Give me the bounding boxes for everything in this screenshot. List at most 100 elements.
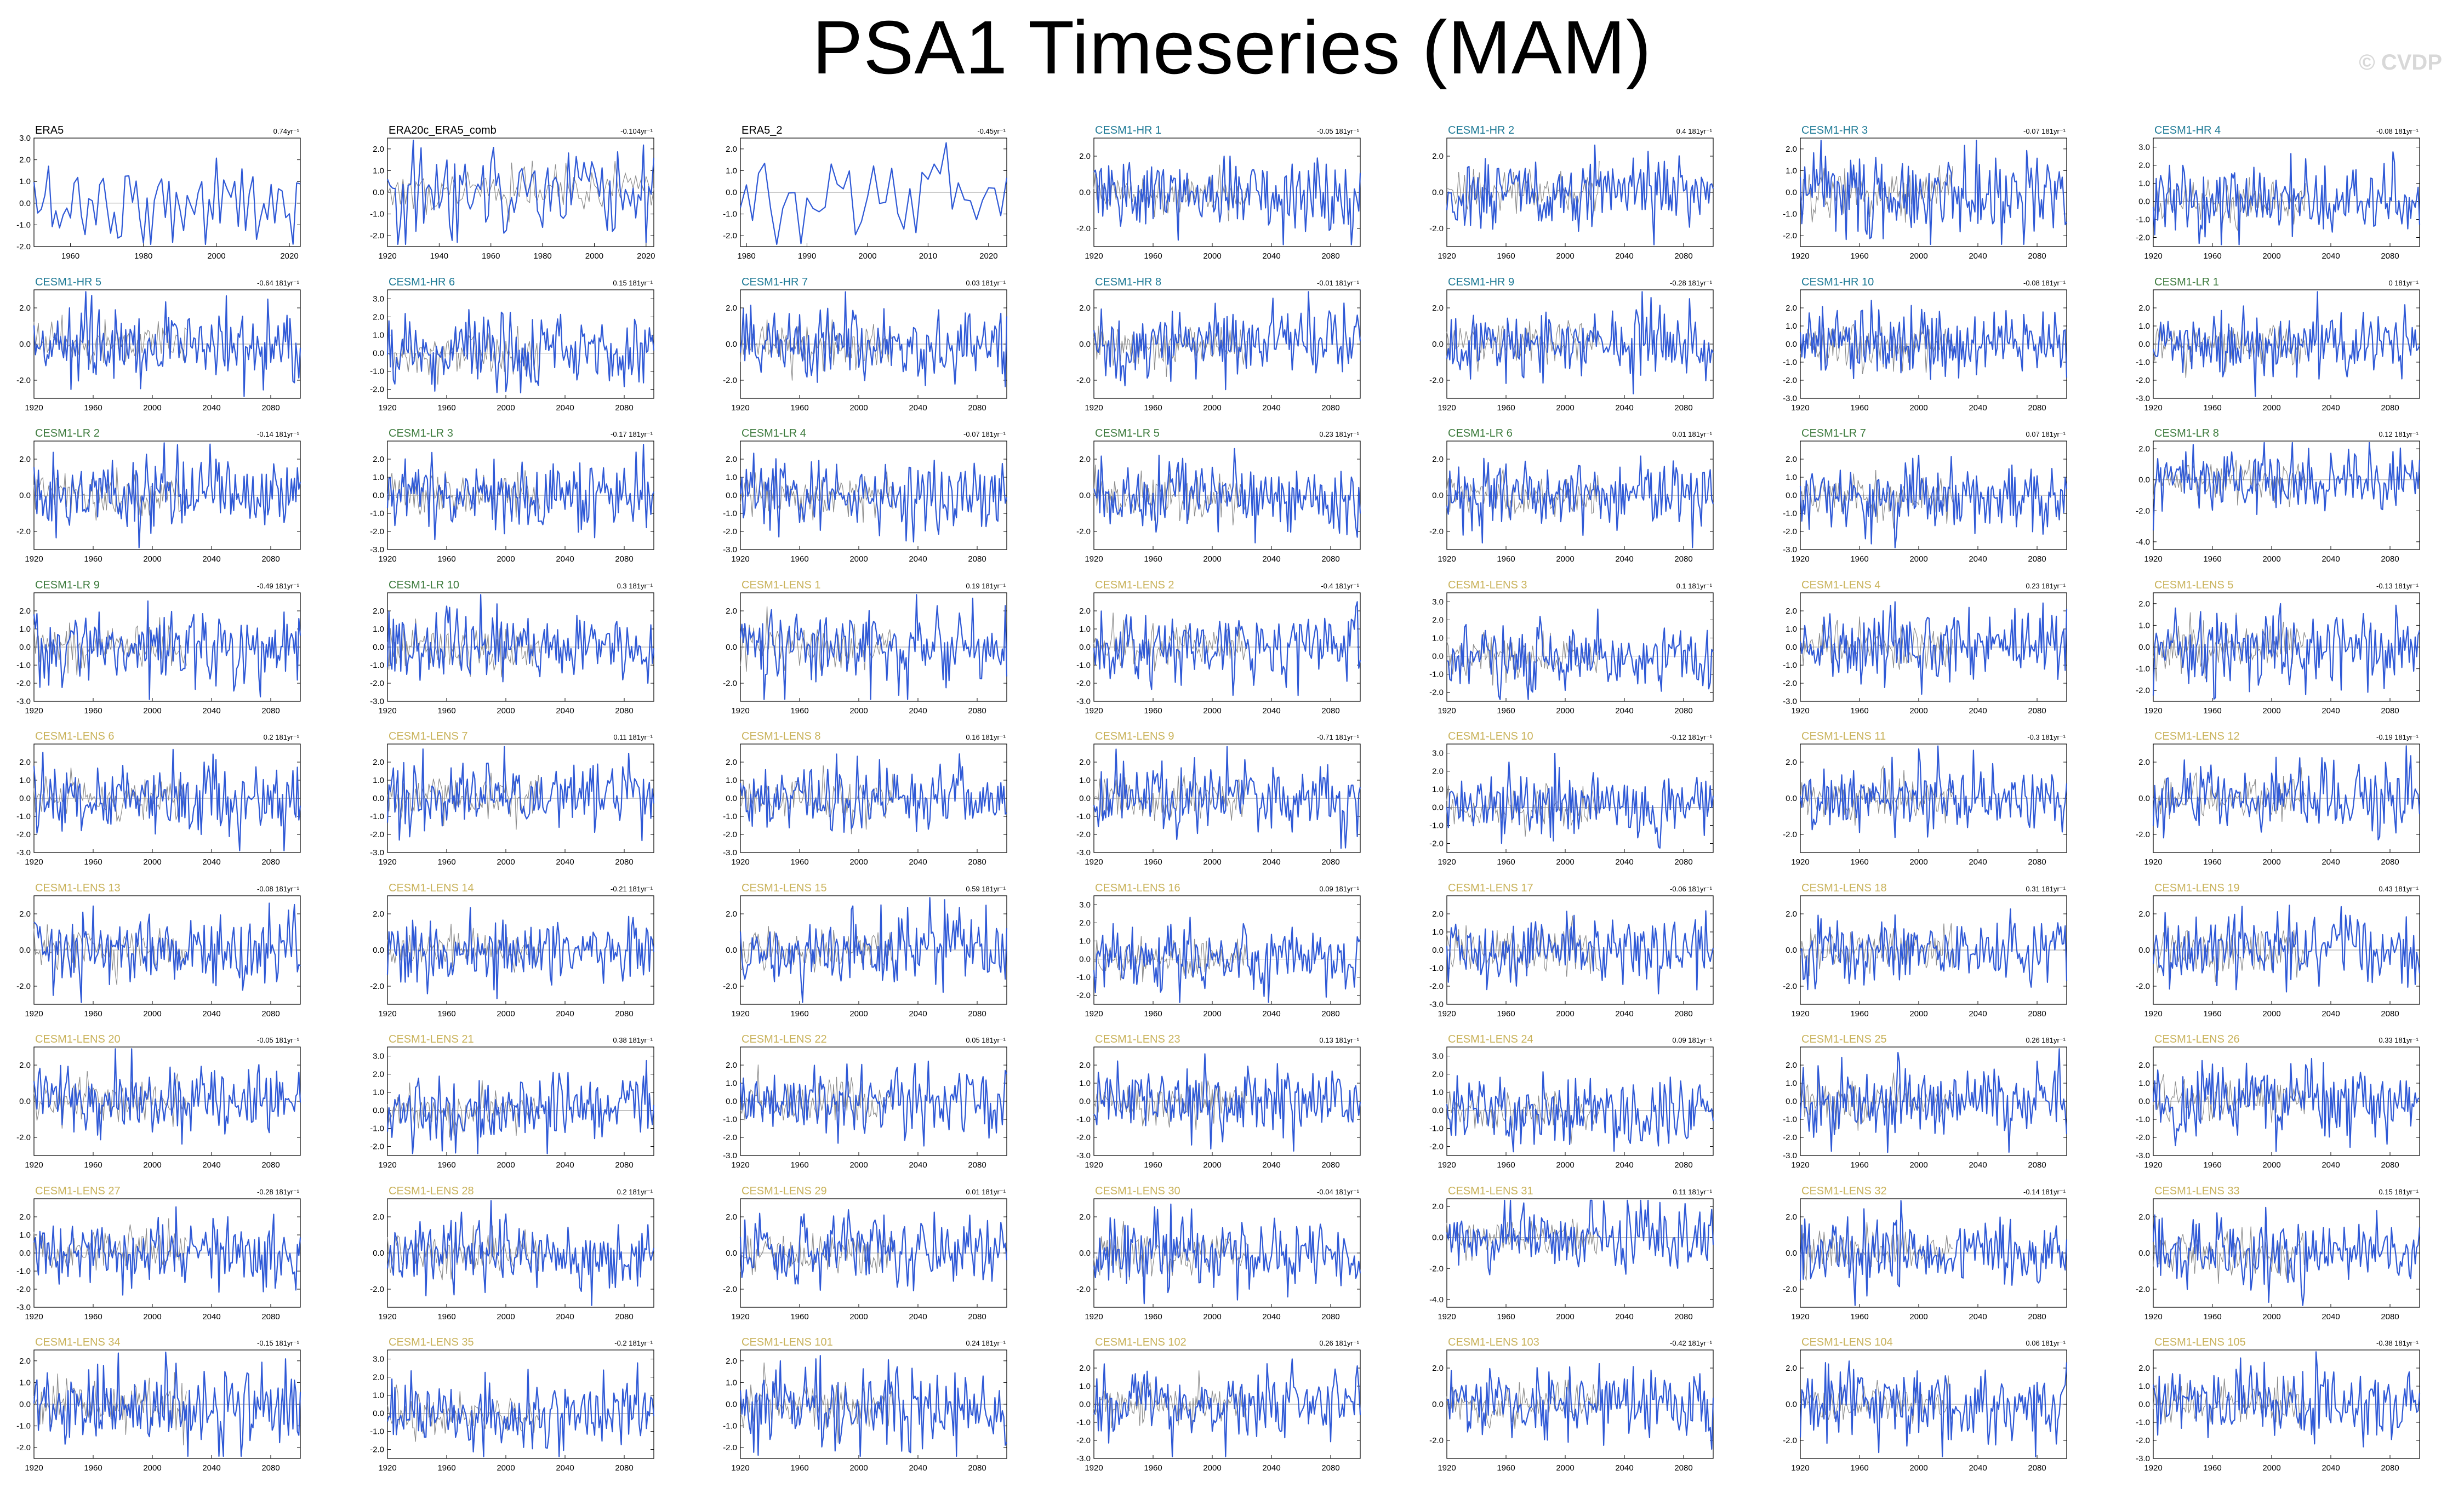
x-tick-label: 1920 bbox=[1085, 706, 1103, 716]
x-tick-label: 1960 bbox=[84, 403, 102, 413]
y-tick-label: 2.0 bbox=[2138, 758, 2150, 767]
series-line bbox=[1093, 746, 1361, 849]
y-tick-label: 2.0 bbox=[373, 758, 384, 767]
x-tick-label: 2000 bbox=[858, 251, 876, 261]
x-tick-label: 1920 bbox=[731, 1463, 749, 1473]
series-line bbox=[1446, 455, 1714, 548]
y-tick-label: -3.0 bbox=[370, 848, 384, 857]
x-tick-label: 1960 bbox=[1850, 706, 1868, 716]
y-tick-label: -1.0 bbox=[16, 1422, 31, 1431]
x-tick-label: 2000 bbox=[1909, 403, 1927, 413]
y-tick-label: -2.0 bbox=[1429, 527, 1444, 536]
watermark: © CVDP bbox=[2359, 50, 2442, 75]
y-tick-label: 0.0 bbox=[2138, 643, 2150, 652]
panel-title: CESM1-LENS 15 bbox=[742, 882, 827, 894]
panel-title: CESM1-LENS 23 bbox=[1095, 1033, 1180, 1045]
y-tick-label: 2.0 bbox=[19, 1061, 31, 1070]
y-tick-label: -2.0 bbox=[2136, 1133, 2150, 1142]
y-tick-label: 1.0 bbox=[373, 166, 384, 175]
panel-title: CESM1-LENS 20 bbox=[35, 1033, 121, 1045]
y-tick-label: 0.0 bbox=[373, 1249, 384, 1258]
panel-cesm1-hr-7: CESM1-HR 7 0.03 181yr⁻¹ 2.0 0.0 -2.0 1920 1960… bbox=[723, 276, 1008, 413]
y-tick-label: 1.0 bbox=[726, 1378, 737, 1387]
y-tick-label: 0.0 bbox=[19, 1249, 31, 1258]
y-tick-label: 3.0 bbox=[373, 1355, 384, 1364]
y-tick-label: 2.0 bbox=[2138, 1061, 2150, 1070]
y-tick-label: -2.0 bbox=[1783, 982, 1797, 991]
trend-label: 0.07 181yr⁻¹ bbox=[2026, 430, 2066, 438]
x-tick-label: 1960 bbox=[2203, 1160, 2221, 1170]
reference-series bbox=[1800, 923, 1953, 976]
panel-cesm1-lens-13: CESM1-LENS 13 -0.08 181yr⁻¹ 2.0 0.0 -2.0 1920… bbox=[16, 882, 301, 1019]
x-tick-label: 2040 bbox=[1262, 554, 1280, 564]
series-line bbox=[2152, 291, 2421, 397]
x-tick-label: 1920 bbox=[1438, 1312, 1456, 1321]
y-tick-label: 0.0 bbox=[726, 946, 737, 955]
panel-title: CESM1-LENS 21 bbox=[389, 1033, 474, 1045]
panel-cesm1-lens-104: CESM1-LENS 104 0.06 181yr⁻¹ 2.0 0.0 -2.0 1920… bbox=[1783, 1336, 2068, 1473]
x-tick-label: 1960 bbox=[2203, 251, 2221, 261]
panel-title: CESM1-HR 10 bbox=[1801, 276, 1874, 288]
x-tick-label: 2000 bbox=[2262, 403, 2280, 413]
x-tick-label: 2040 bbox=[202, 857, 220, 867]
x-tick-label: 1960 bbox=[1850, 1463, 1868, 1473]
trend-label: 0.03 181yr⁻¹ bbox=[966, 279, 1006, 287]
x-tick-label: 2080 bbox=[1674, 857, 1692, 867]
panel-cesm1-lens-19: CESM1-LENS 19 0.43 181yr⁻¹ 2.0 0.0 -2.0 1920 1… bbox=[2136, 882, 2421, 1019]
panel-title: CESM1-LR 6 bbox=[1448, 427, 1513, 439]
x-tick-label: 1920 bbox=[1085, 403, 1103, 413]
x-tick-label: 1920 bbox=[2144, 857, 2162, 867]
x-tick-label: 2080 bbox=[261, 403, 280, 413]
series-line bbox=[1446, 608, 1714, 700]
x-tick-label: 2000 bbox=[585, 251, 603, 261]
y-tick-label: -2.0 bbox=[1783, 376, 1797, 385]
x-tick-label: 1920 bbox=[1438, 1463, 1456, 1473]
x-tick-label: 2080 bbox=[615, 1160, 633, 1170]
y-tick-label: -4.0 bbox=[2136, 537, 2150, 547]
y-tick-label: -2.0 bbox=[1429, 1436, 1444, 1445]
panel-title: CESM1-LENS 9 bbox=[1095, 730, 1174, 742]
y-tick-label: 2.0 bbox=[726, 1212, 737, 1222]
y-tick-label: -1.0 bbox=[723, 210, 737, 219]
trend-label: -0.14 181yr⁻¹ bbox=[257, 430, 300, 438]
x-tick-label: 2000 bbox=[143, 1463, 161, 1473]
plot-frame bbox=[2153, 138, 2420, 247]
y-tick-label: 1.0 bbox=[726, 776, 737, 785]
y-tick-label: -2.0 bbox=[1429, 839, 1444, 849]
panel-title: CESM1-LENS 28 bbox=[389, 1185, 474, 1197]
y-tick-label: -2.0 bbox=[2136, 686, 2150, 695]
x-tick-label: 2000 bbox=[1909, 1463, 1927, 1473]
y-tick-label: 2.0 bbox=[373, 1070, 384, 1079]
y-tick-label: -1.0 bbox=[723, 1422, 737, 1431]
panel-cesm1-lens-10: CESM1-LENS 10 -0.12 181yr⁻¹ 3.0 2.0 1.0 0.0 -1… bbox=[1429, 730, 1714, 867]
y-tick-label: -2.0 bbox=[723, 982, 737, 991]
series-line bbox=[386, 1362, 655, 1457]
x-tick-label: 2080 bbox=[615, 554, 633, 564]
panel-title: CESM1-LENS 104 bbox=[1801, 1336, 1893, 1348]
trend-label: 0.2 181yr⁻¹ bbox=[264, 733, 300, 741]
y-tick-label: -2.0 bbox=[370, 1285, 384, 1294]
x-tick-label: 2000 bbox=[1203, 1009, 1221, 1019]
x-tick-label: 1960 bbox=[790, 1160, 808, 1170]
trend-label: 0.38 181yr⁻¹ bbox=[613, 1036, 653, 1044]
y-tick-label: -2.0 bbox=[370, 830, 384, 839]
x-tick-label: 2040 bbox=[1969, 1463, 1987, 1473]
reference-series bbox=[1800, 1222, 1953, 1281]
y-tick-label: -2.0 bbox=[723, 830, 737, 839]
y-tick-label: -2.0 bbox=[1429, 1264, 1444, 1273]
y-tick-label: 2.0 bbox=[2138, 304, 2150, 313]
y-tick-label: -3.0 bbox=[16, 848, 31, 857]
x-tick-label: 1960 bbox=[790, 403, 808, 413]
y-tick-label: 1.0 bbox=[1079, 937, 1091, 946]
panel-cesm1-hr-3: CESM1-HR 3 -0.07 181yr⁻¹ 2.0 1.0 0.0 -1.0 -2.0… bbox=[1783, 124, 2067, 261]
trend-label: -0.28 181yr⁻¹ bbox=[257, 1188, 300, 1196]
panel-cesm1-lens-30: CESM1-LENS 30 -0.04 181yr⁻¹ 2.0 0.0 -2.0 1920… bbox=[1076, 1185, 1361, 1321]
x-tick-label: 2000 bbox=[1203, 1463, 1221, 1473]
x-tick-label: 2000 bbox=[2262, 706, 2280, 716]
x-tick-label: 2080 bbox=[1321, 1009, 1339, 1019]
x-tick-label: 2080 bbox=[968, 706, 986, 716]
x-tick-label: 2040 bbox=[1969, 554, 1987, 564]
x-tick-label: 2000 bbox=[849, 1009, 868, 1019]
panel-cesm1-lr-9: CESM1-LR 9 -0.49 181yr⁻¹ 2.0 1.0 0.0 -1.0 -2.0… bbox=[16, 579, 301, 716]
panel-cesm1-lens-21: CESM1-LENS 21 0.38 181yr⁻¹ 3.0 2.0 1.0 0.0 -1.… bbox=[370, 1033, 655, 1170]
